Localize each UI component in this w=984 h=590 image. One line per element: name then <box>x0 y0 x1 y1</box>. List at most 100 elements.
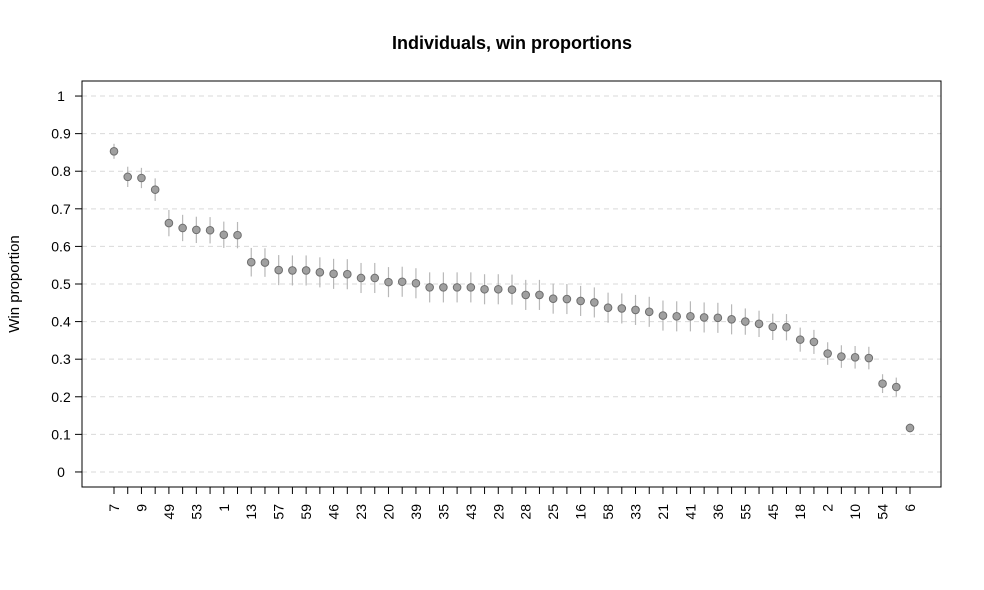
data-point <box>425 283 434 292</box>
data-point <box>274 265 283 275</box>
data-point <box>590 298 599 307</box>
x-axis: 7 9 49 53 1 13 57 59 46 23 20 39 35 43 29 28 25 16 58 33 21 4… <box>106 487 918 520</box>
y-axis: 0 0.1 0.2 0.3 0.4 0.5 0.6 0.7 0.8 0.9 1 <box>51 88 82 480</box>
y-tick-label: 1 <box>57 88 65 104</box>
x-tick-label: 49 <box>161 504 177 520</box>
x-tick-label: 55 <box>737 504 753 520</box>
data-point <box>452 283 462 292</box>
x-tick-label: 59 <box>298 504 314 520</box>
x-tick-label: 18 <box>792 504 808 520</box>
data-point <box>466 283 476 292</box>
x-tick-label: 6 <box>902 504 918 512</box>
data-point <box>603 303 613 312</box>
y-tick-label: 0.3 <box>51 351 71 367</box>
x-tick-label: 29 <box>490 504 506 520</box>
data-point <box>837 352 846 361</box>
data-point <box>686 312 695 321</box>
data-point <box>260 258 270 267</box>
x-tick-label: 1 <box>216 504 232 512</box>
x-tick-label: 35 <box>435 504 451 520</box>
data-point <box>644 307 654 317</box>
data-point <box>164 218 174 228</box>
data-point <box>397 277 407 287</box>
x-tick-label: 46 <box>326 504 342 520</box>
data-point <box>741 317 750 326</box>
y-tick-label: 0.8 <box>51 163 71 179</box>
data-point <box>370 273 380 283</box>
y-tick-label: 0.2 <box>51 389 71 405</box>
data-point <box>493 284 503 294</box>
grid <box>82 95 941 473</box>
data-point <box>782 322 791 332</box>
y-axis-label: Win proportion <box>6 235 23 333</box>
x-tick-label: 23 <box>353 504 369 520</box>
data-point <box>411 278 421 288</box>
data-point <box>672 312 681 321</box>
x-tick-label: 16 <box>573 504 589 520</box>
data-point <box>576 296 585 306</box>
data-point <box>658 311 668 320</box>
x-tick-label: 53 <box>188 504 204 520</box>
x-tick-label: 2 <box>820 504 836 512</box>
data-point <box>480 284 489 294</box>
y-tick-label: 0.7 <box>51 201 71 217</box>
y-tick-label: 0.1 <box>51 426 71 442</box>
chart-title: Individuals, win proportions <box>392 33 632 53</box>
data-point <box>137 173 146 183</box>
data-point <box>205 225 215 235</box>
x-tick-label: 45 <box>765 504 781 520</box>
x-tick-label: 13 <box>243 504 259 520</box>
data-point <box>356 273 366 283</box>
data-point <box>123 172 133 182</box>
data-point <box>384 277 393 287</box>
x-tick-label: 28 <box>518 504 534 520</box>
x-tick-label: 39 <box>408 504 424 520</box>
data-point <box>768 322 778 332</box>
x-tick-label: 25 <box>545 504 561 520</box>
x-tick-label: 43 <box>463 504 479 520</box>
x-tick-label: 57 <box>271 504 287 520</box>
y-tick-label: 0.4 <box>51 314 71 330</box>
x-tick-label: 20 <box>380 504 396 520</box>
data-point <box>301 266 311 275</box>
data-point <box>109 146 119 156</box>
x-tick-label: 36 <box>710 504 726 520</box>
x-tick-label: 10 <box>847 504 863 520</box>
data-point <box>631 305 640 315</box>
y-tick-label: 0 <box>57 464 65 480</box>
data-point <box>713 313 723 323</box>
y-tick-label: 0.6 <box>51 238 71 254</box>
data-point <box>246 257 256 267</box>
x-tick-label: 7 <box>106 504 122 512</box>
x-tick-label: 9 <box>133 504 149 512</box>
data-point <box>562 294 572 304</box>
data-point <box>535 290 544 300</box>
data-point <box>891 382 901 392</box>
data-point <box>878 379 887 388</box>
data-point <box>233 230 242 240</box>
data-points <box>109 146 915 433</box>
data-point <box>192 225 201 235</box>
data-point <box>315 268 325 277</box>
data-point <box>439 283 448 292</box>
data-point <box>795 335 805 344</box>
x-tick-label: 54 <box>875 504 891 520</box>
data-point <box>507 285 517 294</box>
data-point <box>850 353 860 362</box>
data-point <box>823 349 832 358</box>
data-point <box>219 230 229 240</box>
x-tick-label: 21 <box>655 504 671 520</box>
data-point <box>699 313 709 322</box>
data-point <box>329 269 338 279</box>
x-tick-label: 33 <box>628 504 644 520</box>
data-point <box>178 223 187 233</box>
data-point <box>521 290 531 300</box>
y-tick-label: 0.9 <box>51 126 71 142</box>
data-point <box>754 319 764 329</box>
data-point <box>905 423 915 433</box>
y-tick-label: 0.5 <box>51 276 71 292</box>
data-point <box>727 315 736 324</box>
x-tick-label: 58 <box>600 504 616 520</box>
data-point <box>150 185 160 194</box>
